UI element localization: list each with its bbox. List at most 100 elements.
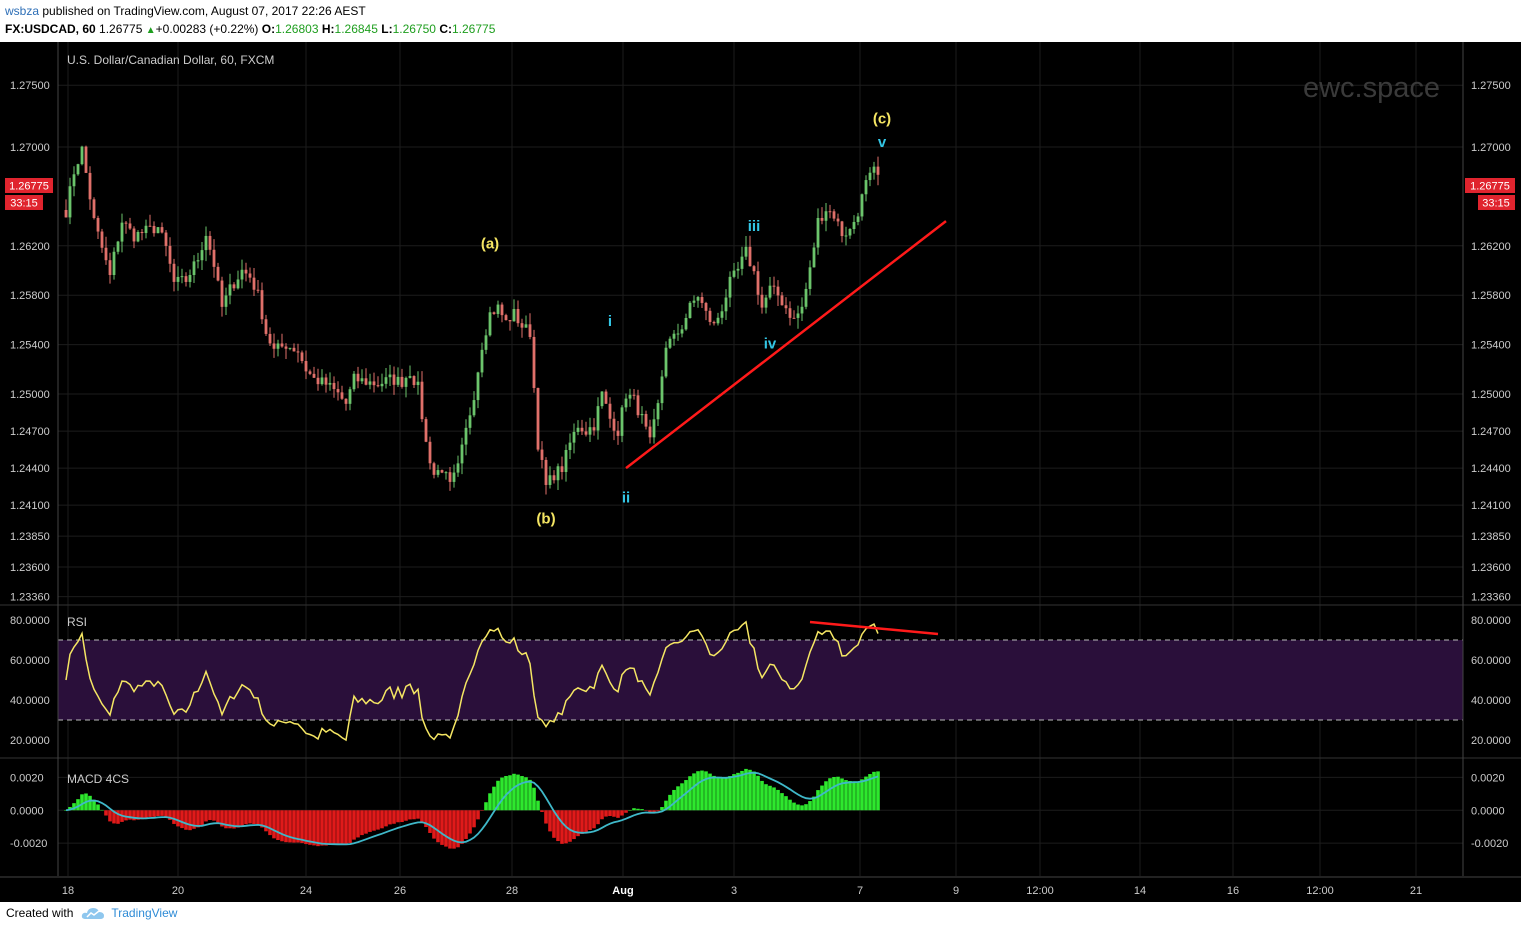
macd-bar [96,804,100,811]
macd-bar [312,810,316,846]
candle [768,277,772,300]
candle [712,320,716,326]
macd-bar [712,775,716,811]
macd-bar [484,802,488,811]
macd-bar [716,777,720,811]
candle [356,366,360,389]
symbol-label: FX:USDCAD, 60 [5,22,96,36]
macd-bar [124,810,128,821]
candle [760,286,764,314]
macd-bar [472,810,476,828]
candle [272,333,276,358]
candle [116,240,120,255]
candle [704,301,708,321]
candle [836,213,840,227]
rsi-divergence-line[interactable] [809,620,939,636]
macd-bar [788,799,792,811]
publish-info: wsbza published on TradingView.com, Augu… [5,4,366,18]
macd-bar [224,810,228,829]
wave-label: iv [764,335,777,352]
macd-bar [828,778,832,811]
candle [552,470,556,484]
candle [92,197,96,220]
candle [568,433,572,460]
macd-bar [824,781,828,811]
tradingview-cloud-icon [82,908,105,919]
macd-bar [260,810,264,828]
candle [100,228,104,253]
macd-bar [116,810,120,824]
macd-bar [796,804,800,811]
candle [112,247,116,280]
publish-text: published on TradingView.com, August 07,… [42,4,366,18]
candle [472,391,476,418]
candle [276,339,280,357]
last-price: 1.26775 [99,22,143,36]
macd-title: MACD 4CS [67,772,129,786]
chart-area[interactable]: (a) (b) (c) i ii iii iv v 1.27500 1.27500 1.27000… [0,42,1521,902]
candle [80,145,84,166]
candle [508,320,512,331]
candle [104,236,108,265]
candle [216,262,220,282]
tradingview-link[interactable]: TradingView [111,906,178,920]
macd-bar [332,810,336,845]
macd-bar [740,770,744,811]
candle [184,272,188,287]
candle [724,289,728,321]
macd-bar [632,808,636,811]
low-label: L: [381,22,393,36]
macd-bar [660,807,664,811]
trendline[interactable] [625,220,947,470]
candle [180,268,184,284]
candle [340,385,344,400]
candle [172,258,176,292]
candle [600,391,604,409]
macd-bar [504,775,508,811]
macd-bar [784,796,788,811]
price-tick-left: 1.25000 [10,389,50,401]
price-tick-right: 1.25000 [1471,389,1511,401]
candle [176,266,180,291]
candle [664,341,668,379]
price-change: +0.00283 (+0.22%) [155,22,259,36]
candle [628,388,632,407]
macd-bar [732,774,736,811]
candle [576,420,580,436]
rsi-pane [65,620,939,742]
macd-bar [600,810,604,820]
candle [288,347,292,351]
time-tick: Aug [612,885,633,897]
candle [732,262,736,279]
candle [788,301,792,326]
candle [640,406,644,424]
axes: 1.27500 1.27500 1.27000 1.27000 1.26200 1.262… [0,42,1521,897]
macd-bar [132,810,136,821]
candle [168,237,172,273]
candle [292,343,296,352]
candle [152,221,156,237]
candle [156,227,160,234]
macd-bar [560,810,564,844]
macd-bar [528,779,532,811]
candle [728,271,732,308]
candle [160,222,164,234]
macd-bar [240,810,244,826]
created-with-text: Created with [6,906,74,920]
macd-bar [580,810,584,834]
candle [416,371,420,395]
macd-bar [212,810,216,821]
candle [532,329,536,393]
macd-bar [772,787,776,811]
candle [232,282,236,291]
candle [140,228,144,241]
macd-bar [860,779,864,811]
macd-pane [64,768,880,849]
candle [752,265,756,275]
candle [504,313,508,321]
candle [644,410,648,430]
macd-bar [216,810,220,823]
close-value: 1.26775 [451,22,496,36]
author-name[interactable]: wsbza [5,4,40,18]
